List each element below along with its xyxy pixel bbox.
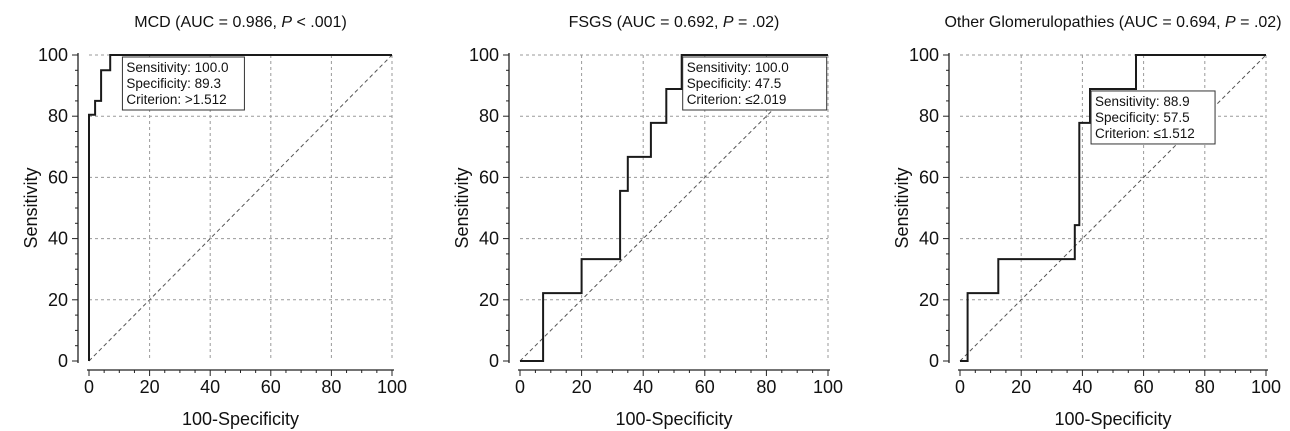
x-axis-label: 100-Specificity — [1054, 409, 1171, 429]
chart-title-p-symbol: P — [281, 14, 292, 31]
chart-title-p-symbol: P — [1225, 14, 1236, 31]
roc-curve — [520, 54, 828, 362]
y-tick-label: 40 — [479, 229, 499, 249]
chart-title-part: < .001) — [292, 14, 347, 31]
annotation-text: Specificity: 47.5 — [687, 76, 782, 91]
y-tick-label: 0 — [489, 351, 499, 371]
annotation-text: Sensitivity: 100.0 — [126, 60, 228, 75]
y-tick-label: 0 — [58, 351, 68, 371]
x-tick-label: 60 — [695, 377, 715, 397]
chart-title-part: Other Glomerulopathies (AUC = 0.694, — [944, 14, 1225, 31]
x-tick-label: 20 — [140, 377, 160, 397]
x-tick-label: 20 — [572, 377, 592, 397]
y-tick-label: 20 — [919, 290, 939, 310]
annotation-text: Criterion: ≤2.019 — [687, 92, 787, 107]
x-axis-label: 100-Specificity — [182, 409, 299, 429]
y-tick-label: 60 — [479, 167, 499, 187]
x-tick-label: 0 — [84, 377, 94, 397]
x-tick-label: 60 — [1134, 377, 1154, 397]
annotation-box — [1090, 90, 1216, 145]
y-axis-label: Sensitivity — [21, 167, 41, 248]
chart-title-part: MCD (AUC = 0.986, — [134, 14, 281, 31]
reference-line — [519, 54, 829, 362]
y-axis-label: Sensitivity — [892, 167, 912, 248]
annotation-text: Sensitivity: 88.9 — [1095, 94, 1190, 109]
chart-title: Other Glomerulopathies (AUC = 0.694, P =… — [944, 14, 1281, 31]
x-tick-label: 80 — [756, 377, 776, 397]
annotation-text: Specificity: 89.3 — [126, 76, 221, 91]
x-tick-label: 0 — [955, 377, 965, 397]
y-tick-label: 80 — [479, 106, 499, 126]
y-tick-label: 0 — [929, 351, 939, 371]
y-tick-label: 40 — [919, 229, 939, 249]
annotation-box — [682, 56, 828, 111]
x-tick-label: 100 — [1251, 377, 1281, 397]
roc-panel-3: Other Glomerulopathies (AUC = 0.694, P =… — [892, 14, 1282, 429]
y-tick-label: 40 — [48, 229, 68, 249]
x-tick-label: 100 — [813, 377, 843, 397]
roc-panel-1: MCD (AUC = 0.986, P < .001) 0 20 40 60 80 100 0… — [21, 14, 407, 429]
x-tick-label: 0 — [515, 377, 525, 397]
x-tick-label: 80 — [1195, 377, 1215, 397]
x-tick-label: 40 — [1072, 377, 1092, 397]
annotation-text: Criterion: ≤1.512 — [1095, 126, 1195, 141]
y-tick-label: 100 — [909, 45, 939, 65]
chart-title: MCD (AUC = 0.986, P < .001) — [134, 14, 347, 31]
annotation-text: Criterion: >1.512 — [126, 92, 226, 107]
x-tick-label: 80 — [321, 377, 341, 397]
chart-title-part: = .02) — [734, 14, 780, 31]
x-tick-label: 40 — [200, 377, 220, 397]
reference-line — [88, 54, 393, 362]
y-tick-label: 20 — [479, 290, 499, 310]
y-tick-label: 80 — [48, 106, 68, 126]
x-tick-label: 100 — [377, 377, 407, 397]
roc-panel-2: FSGS (AUC = 0.692, P = .02) 0 20 40 60 80 100 0… — [452, 14, 843, 429]
y-tick-label: 100 — [469, 45, 499, 65]
x-axis-label: 100-Specificity — [615, 409, 732, 429]
annotation-box — [121, 56, 245, 111]
annotation-text: Sensitivity: 100.0 — [687, 60, 789, 75]
y-tick-label: 60 — [919, 167, 939, 187]
roc-curve — [88, 54, 392, 361]
annotation-text: Specificity: 57.5 — [1095, 110, 1190, 125]
x-tick-label: 60 — [261, 377, 281, 397]
chart-title-p-symbol: P — [723, 14, 734, 31]
chart-title-part: = .02) — [1236, 14, 1282, 31]
y-tick-label: 60 — [48, 167, 68, 187]
roc-curve — [960, 54, 1266, 362]
chart-title: FSGS (AUC = 0.692, P = .02) — [569, 14, 780, 31]
y-tick-label: 100 — [38, 45, 68, 65]
x-tick-label: 40 — [633, 377, 653, 397]
y-axis-label: Sensitivity — [452, 167, 472, 248]
y-tick-label: 20 — [48, 290, 68, 310]
y-tick-label: 80 — [919, 106, 939, 126]
x-tick-label: 20 — [1011, 377, 1031, 397]
chart-title-part: FSGS (AUC = 0.692, — [569, 14, 723, 31]
